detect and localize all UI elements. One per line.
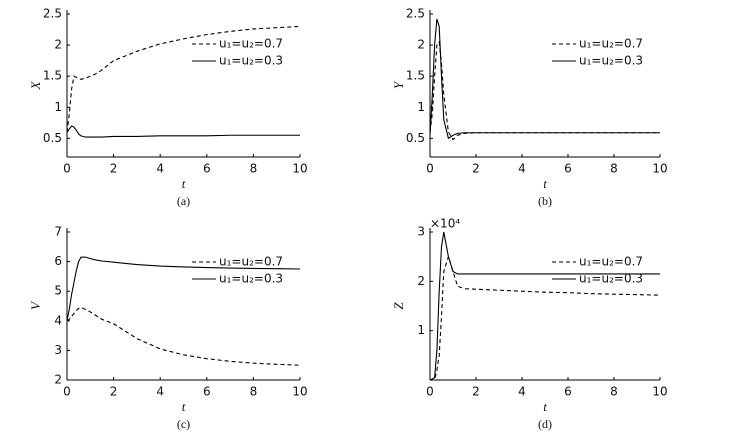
y-tick-label: 2 [54,38,62,52]
y-tick-label: 2 [417,38,425,52]
y-tick-label: 2.5 [43,7,62,21]
series-line [66,25,301,133]
x-tick-label: 4 [156,162,164,176]
y-tick-label: 2 [54,373,62,387]
x-tick-label: 10 [292,162,307,176]
x-tick-label: 6 [203,162,211,176]
legend-label: u₁=u₂=0.3 [579,272,643,286]
y-axis-label: V [28,300,43,310]
y-tick-label: 1.5 [406,69,425,83]
x-tick-label: 0 [63,162,71,176]
x-tick-label: 2 [472,385,480,399]
series-line [66,256,301,321]
x-tick-label: 10 [652,385,667,399]
x-tick-label: 0 [63,385,71,399]
x-tick-label: 0 [426,162,434,176]
x-tick-label: 2 [110,385,118,399]
x-tick-label: 6 [203,385,211,399]
x-tick-label: 10 [292,385,307,399]
y-tick-label: 0.5 [43,131,62,145]
y-multiplier: ×10⁴ [430,217,460,231]
caption: (c) [177,417,190,431]
y-tick-label: 6 [54,254,62,268]
x-axis-label: t [182,176,186,191]
y-tick-label: 3 [417,225,425,239]
legend-label: u₁=u₂=0.7 [219,37,283,51]
legend-label: u₁=u₂=0.7 [579,37,643,51]
legend-label: u₁=u₂=0.3 [219,54,283,68]
legend-label: u₁=u₂=0.3 [579,54,643,68]
y-tick-label: 4 [54,313,62,327]
y-tick-label: 2 [417,274,425,288]
y-axis-label: X [28,80,43,90]
legend-label: u₁=u₂=0.3 [219,272,283,286]
y-tick-label: 1 [54,100,62,114]
y-tick-label: 5 [54,284,62,298]
x-tick-label: 4 [518,162,526,176]
x-tick-label: 4 [518,385,526,399]
x-tick-label: 6 [564,385,572,399]
x-axis-label: t [182,399,186,414]
y-tick-label: 2.5 [406,7,425,21]
x-tick-label: 2 [472,162,480,176]
x-tick-label: 6 [564,162,572,176]
legend-label: u₁=u₂=0.7 [579,255,643,269]
x-tick-label: 8 [250,162,258,176]
x-tick-label: 10 [652,162,667,176]
x-tick-label: 2 [110,162,118,176]
x-tick-label: 0 [426,385,434,399]
y-tick-label: 1 [417,100,425,114]
y-axis-label: Y [391,80,406,89]
y-tick-label: 0.5 [406,131,425,145]
x-tick-label: 4 [156,385,164,399]
legend-label: u₁=u₂=0.7 [219,255,283,269]
caption: (d) [538,417,552,431]
x-axis-label: t [543,176,547,191]
series-line [429,40,660,141]
caption: (b) [538,194,552,208]
series-line [430,254,661,381]
series-line [66,125,300,138]
caption: (a) [177,194,190,208]
y-tick-label: 1.5 [43,69,62,83]
y-tick-label: 7 [54,225,62,239]
x-tick-label: 8 [250,385,258,399]
y-axis-label: Z [391,302,406,310]
series-line [66,306,301,366]
series-line [429,231,660,381]
x-tick-label: 8 [610,162,618,176]
x-tick-label: 8 [610,385,618,399]
x-axis-label: t [543,399,547,414]
series-line [429,18,660,140]
y-tick-label: 3 [54,343,62,357]
y-tick-label: 1 [417,323,425,337]
